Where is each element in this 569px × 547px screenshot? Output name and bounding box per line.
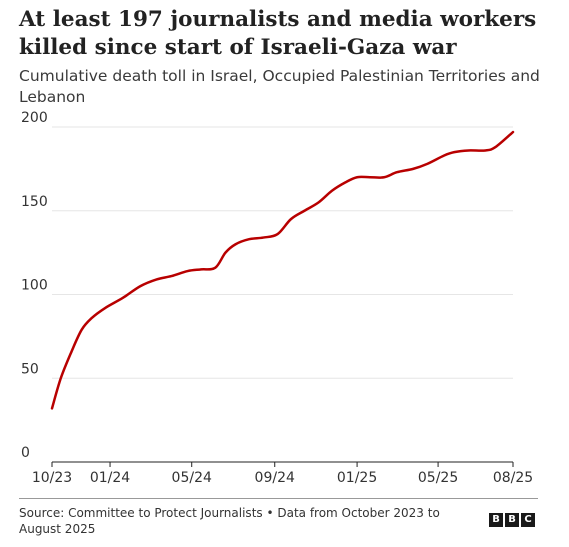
y-tick-label: 100 (21, 278, 48, 294)
x-tick-label: 10/23 (32, 470, 72, 486)
y-tick-label: 150 (21, 194, 48, 210)
y-tick-label: 50 (21, 361, 39, 377)
x-tick-label: 01/24 (90, 470, 130, 486)
death-toll-series-line (50, 130, 515, 410)
y-tick-label: 200 (21, 110, 48, 126)
chart-subtitle: Cumulative death toll in Israel, Occupie… (19, 67, 540, 106)
x-tick-label: 09/24 (255, 470, 295, 486)
bbc-logo-letter: C (521, 513, 535, 527)
x-tick-label: 05/25 (418, 470, 458, 486)
footer-divider (19, 498, 538, 499)
line-chart: 0 50 100 150 200 10/23 01/24 05/24 09/24 01/25 05/… (21, 110, 533, 486)
source-note: Source: Committee to Protect Journalists… (19, 506, 440, 536)
y-tick-label: 0 (21, 445, 30, 461)
x-tick-label: 05/24 (172, 470, 212, 486)
bbc-logo-letter: B (489, 513, 503, 527)
bbc-logo-letter: B (505, 513, 519, 527)
bbc-logo: B B C (489, 513, 535, 527)
x-tick-label: 01/25 (337, 470, 377, 486)
chart-title: At least 197 journalists and media worke… (19, 7, 537, 60)
x-tick-label: 08/25 (493, 470, 533, 486)
